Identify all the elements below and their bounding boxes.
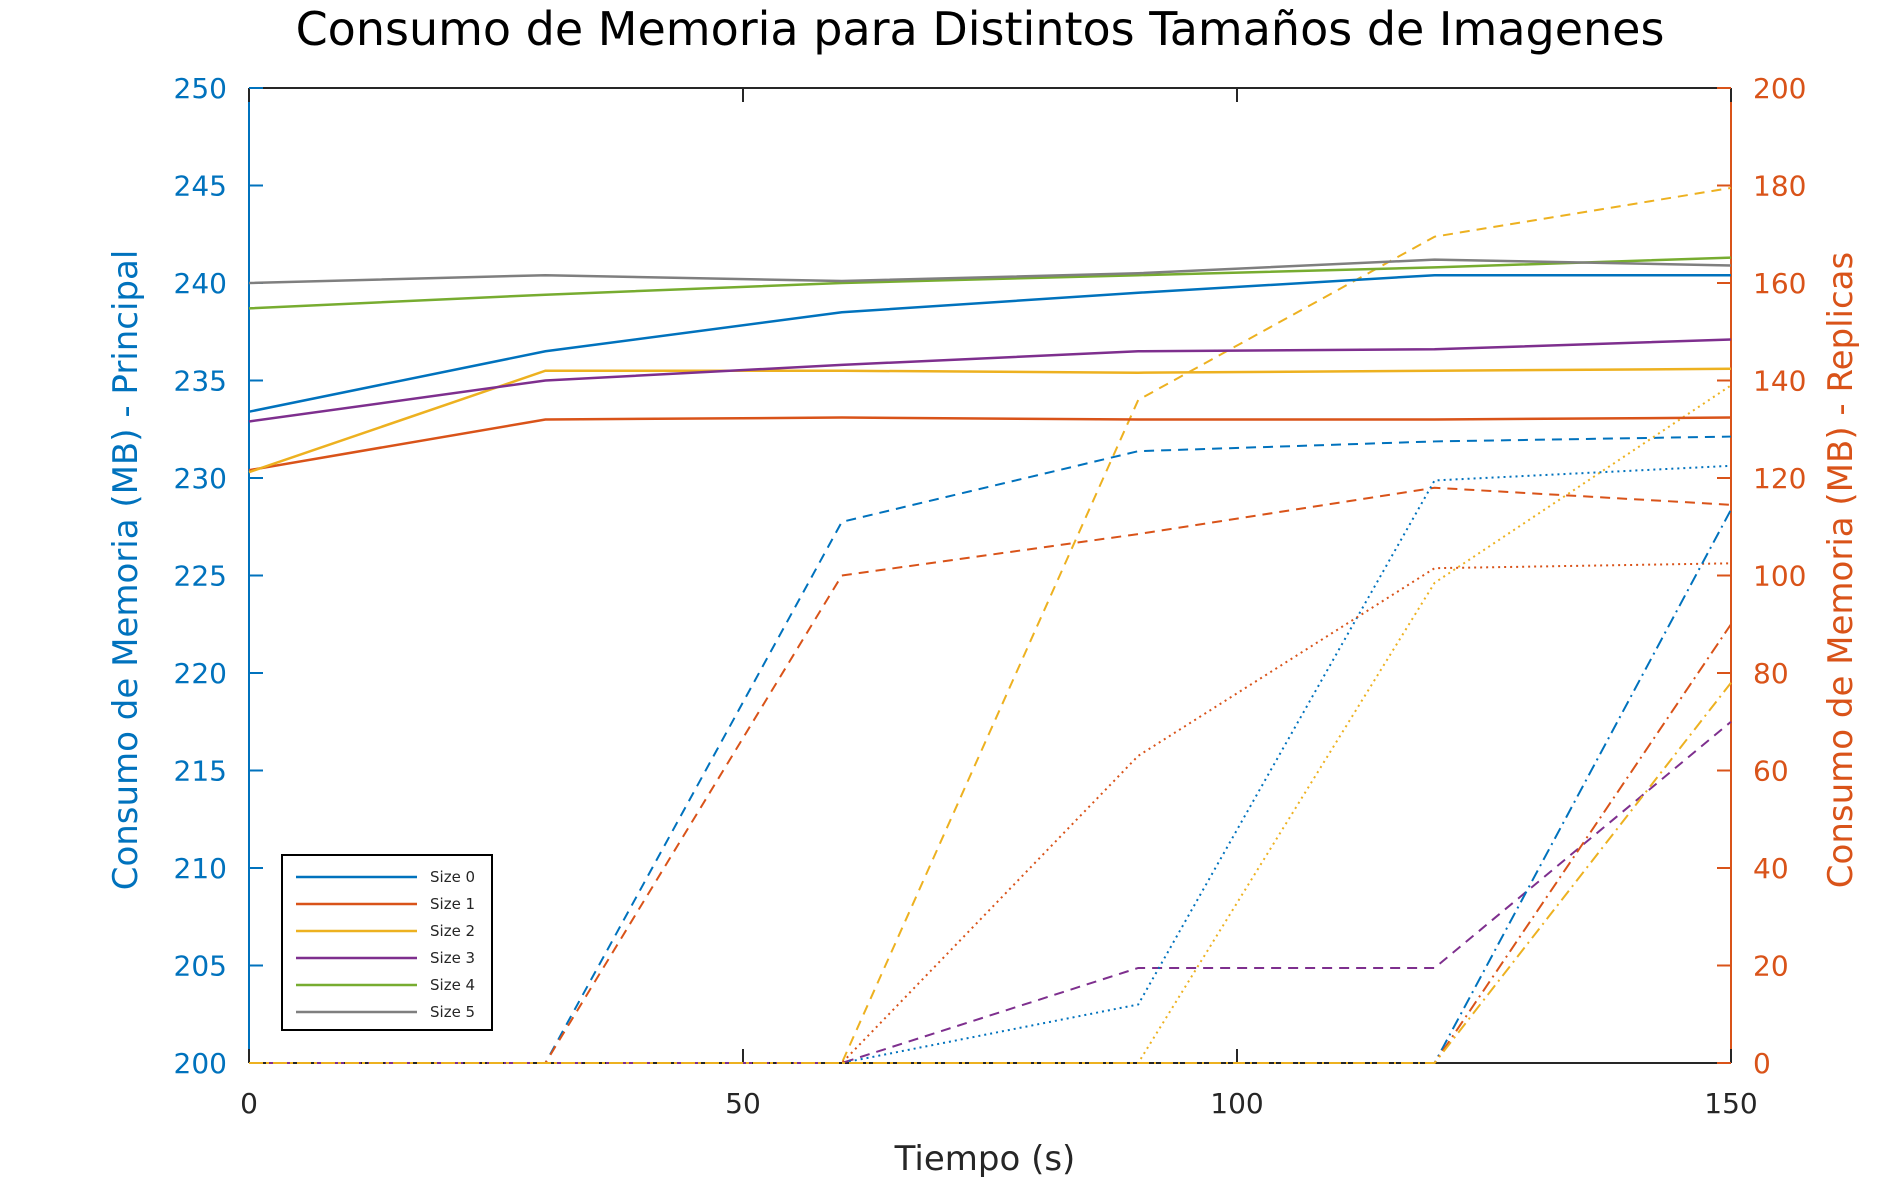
legend-label: Size 5 [430,1003,475,1021]
legend-box [281,854,493,1031]
y-right-tick-label: 60 [1753,755,1789,788]
y-right-tick-label: 20 [1753,950,1789,983]
y-left-tick-label: 235 [174,365,227,398]
series-line-3 [248,338,1732,423]
series-line-2 [248,367,1732,474]
y-right-tick-label: 0 [1753,1047,1771,1080]
series-line-5 [248,258,1732,285]
series-line-1 [248,416,1732,472]
x-tick-label: 0 [240,1087,258,1120]
y-left-tick-label: 225 [174,560,227,593]
legend-label: Size 2 [430,922,475,940]
y-left-tick-label: 250 [174,72,227,105]
replica-series-line-9 [249,682,1732,1064]
legend-label: Size 3 [430,949,475,967]
y-left-tick-label: 230 [174,462,227,495]
y-axis-left-label: Consumo de Memoria (MB) - Principal [106,250,146,891]
lines-layer [248,186,1732,1064]
y-right-tick-label: 80 [1753,657,1789,690]
x-tick-label: 50 [725,1087,761,1120]
y-left-tick-label: 245 [174,170,227,203]
x-axis-label: Tiempo (s) [894,1139,1076,1179]
series-line-4 [248,256,1732,310]
y-right-tick-label: 120 [1753,462,1806,495]
y-left-tick-label: 240 [174,267,227,300]
y-left-tick-label: 200 [174,1047,227,1080]
chart-title: Consumo de Memoria para Distintos Tamaño… [296,2,1665,56]
series-line-0 [248,273,1731,413]
y-right-tick-label: 200 [1753,72,1806,105]
y-axis-right-label: Consumo de Memoria (MB) - Replicas [1821,252,1861,888]
legend: Size 0 Size 1 Size 2 Size 3 Size 4 Size 5 [281,854,493,1031]
legend-label: Size 0 [430,868,475,886]
y-left-tick-label: 220 [174,657,227,690]
y-right-tick-label: 160 [1753,267,1806,300]
x-tick-label: 150 [1704,1087,1757,1120]
axes-layer: 0 50 100 1502002052102152202252302352402452… [174,72,1807,1120]
y-right-tick-label: 40 [1753,852,1789,885]
y-right-tick-label: 100 [1753,560,1806,593]
legend-label: Size 1 [430,895,475,913]
y-right-tick-label: 180 [1753,170,1806,203]
y-right-tick-label: 140 [1753,365,1806,398]
y-left-tick-label: 210 [174,852,227,885]
legend-label: Size 4 [430,976,475,994]
y-left-tick-label: 205 [174,950,227,983]
x-tick-label: 100 [1210,1087,1263,1120]
y-left-tick-label: 215 [174,755,227,788]
